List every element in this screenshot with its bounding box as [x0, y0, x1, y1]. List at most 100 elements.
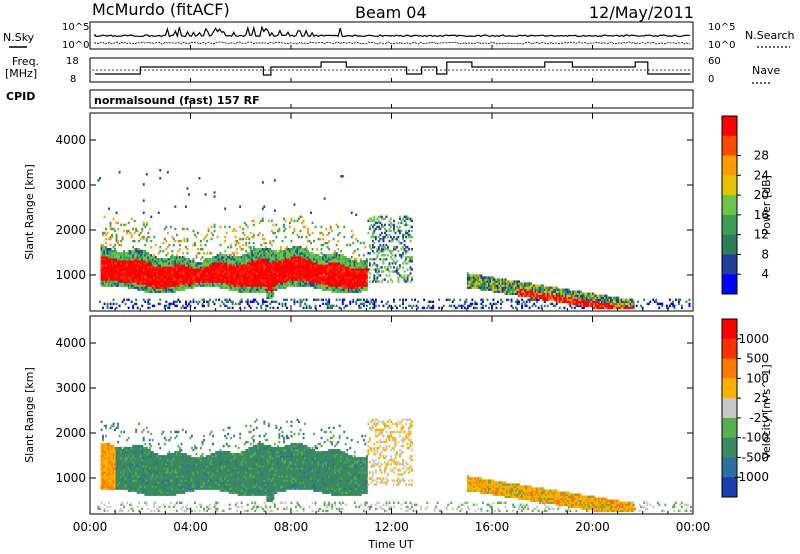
heatmap-cell: [114, 260, 116, 263]
heatmap-cell: [185, 306, 187, 310]
heatmap-cell: [364, 272, 367, 275]
heatmap-cell: [273, 276, 276, 279]
heatmap-cell: [396, 270, 398, 273]
heatmap-cell: [195, 276, 198, 279]
heatmap-cell: [183, 258, 186, 261]
heatmap-cell: [284, 284, 287, 287]
heatmap-cell: [380, 217, 383, 220]
heatmap-cell: [254, 262, 257, 265]
heatmap-cell: [118, 280, 121, 283]
heatmap-cell: [317, 274, 320, 277]
heatmap-cell: [252, 264, 255, 267]
heatmap-cell: [255, 274, 258, 277]
heatmap-cell: [114, 254, 116, 257]
heatmap-cell: [171, 250, 174, 253]
heatmap-cell: [263, 276, 266, 279]
heatmap-cell: [501, 284, 504, 287]
heatmap-cell: [317, 262, 320, 265]
heatmap-cell: [359, 280, 362, 283]
heatmap-cell: [168, 272, 171, 275]
heatmap-cell: [304, 274, 306, 277]
heatmap-cell: [518, 300, 520, 303]
heatmap-cell: [429, 306, 432, 310]
heatmap-cell: [533, 298, 536, 301]
heatmap-cell: [260, 248, 263, 251]
heatmap-cell: [198, 276, 201, 279]
heatmap-cell: [141, 260, 144, 263]
heatmap-cell: [233, 276, 236, 279]
heatmap-cell: [313, 284, 315, 287]
heatmap-cell: [276, 270, 279, 273]
heatmap-cell: [361, 276, 364, 279]
heatmap-cell: [531, 286, 534, 289]
heatmap-cell: [394, 304, 397, 308]
heatmap-cell: [144, 288, 147, 291]
heatmap-cell: [209, 284, 211, 287]
heatmap-cell: [130, 252, 133, 255]
heatmap-cell: [124, 278, 127, 281]
heatmap-cell: [198, 280, 201, 283]
heatmap-cell: [239, 225, 242, 229]
heatmap-cell: [359, 241, 362, 245]
heatmap-cell: [305, 304, 308, 308]
heatmap-cell: [293, 229, 296, 233]
heatmap-cell: [438, 298, 441, 301]
heatmap-cell: [314, 272, 317, 275]
heatmap-cell: [185, 268, 187, 271]
heatmap-cell: [200, 266, 202, 269]
heatmap-cell: [252, 268, 255, 271]
heatmap-cell: [344, 260, 347, 263]
heatmap-cell: [469, 302, 472, 306]
heatmap-cell: [157, 280, 160, 283]
heatmap-cell: [130, 217, 133, 220]
heatmap-cell: [162, 258, 165, 261]
heatmap-cell: [210, 280, 213, 283]
heatmap-cell: [263, 300, 266, 303]
heatmap-cell: [323, 197, 326, 200]
heatmap-cell: [322, 284, 325, 287]
heatmap-cell: [483, 276, 486, 279]
heatmap-cell: [249, 276, 252, 279]
heatmap-cell: [245, 243, 248, 247]
heatmap-cell: [361, 260, 364, 263]
heatmap-cell: [178, 262, 181, 265]
heatmap-cell: [118, 243, 121, 247]
heatmap-cell: [142, 272, 145, 275]
heatmap-cell: [175, 270, 178, 273]
heatmap-cell: [304, 264, 306, 267]
heatmap-cell: [528, 292, 531, 295]
heatmap-cell: [175, 233, 178, 237]
heatmap-cell: [290, 239, 293, 243]
heatmap-cell: [130, 286, 133, 289]
heatmap-cell: [121, 300, 124, 303]
heatmap-cell: [587, 300, 590, 303]
heatmap-cell: [539, 294, 542, 297]
heatmap-cell: [159, 250, 162, 253]
heatmap-cell: [151, 284, 154, 287]
heatmap-cell: [109, 254, 112, 257]
heatmap-cell: [349, 288, 352, 291]
heatmap-cell: [546, 290, 549, 293]
heatmap-cell: [346, 288, 349, 291]
heatmap-cell: [177, 282, 180, 285]
heatmap-cell: [296, 252, 299, 255]
heatmap-cell: [99, 177, 101, 180]
heatmap-cell: [114, 270, 116, 273]
heatmap-cell: [132, 260, 135, 263]
heatmap-cell: [393, 229, 395, 233]
heatmap-cell: [236, 282, 239, 285]
heatmap-cell: [359, 298, 362, 301]
heatmap-cell: [115, 270, 118, 273]
heatmap-cell: [102, 231, 104, 235]
heatmap-cell: [248, 274, 251, 277]
heatmap-cell: [100, 268, 103, 271]
heatmap-cell: [329, 268, 332, 271]
heatmap-cell: [154, 272, 157, 275]
heatmap-cell: [555, 290, 558, 293]
heatmap-cell: [172, 300, 175, 303]
heatmap-cell: [142, 258, 145, 261]
heatmap-cell: [105, 268, 107, 271]
heatmap-cell: [203, 262, 205, 265]
heatmap-cell: [536, 294, 539, 297]
heatmap-cell: [273, 280, 276, 283]
